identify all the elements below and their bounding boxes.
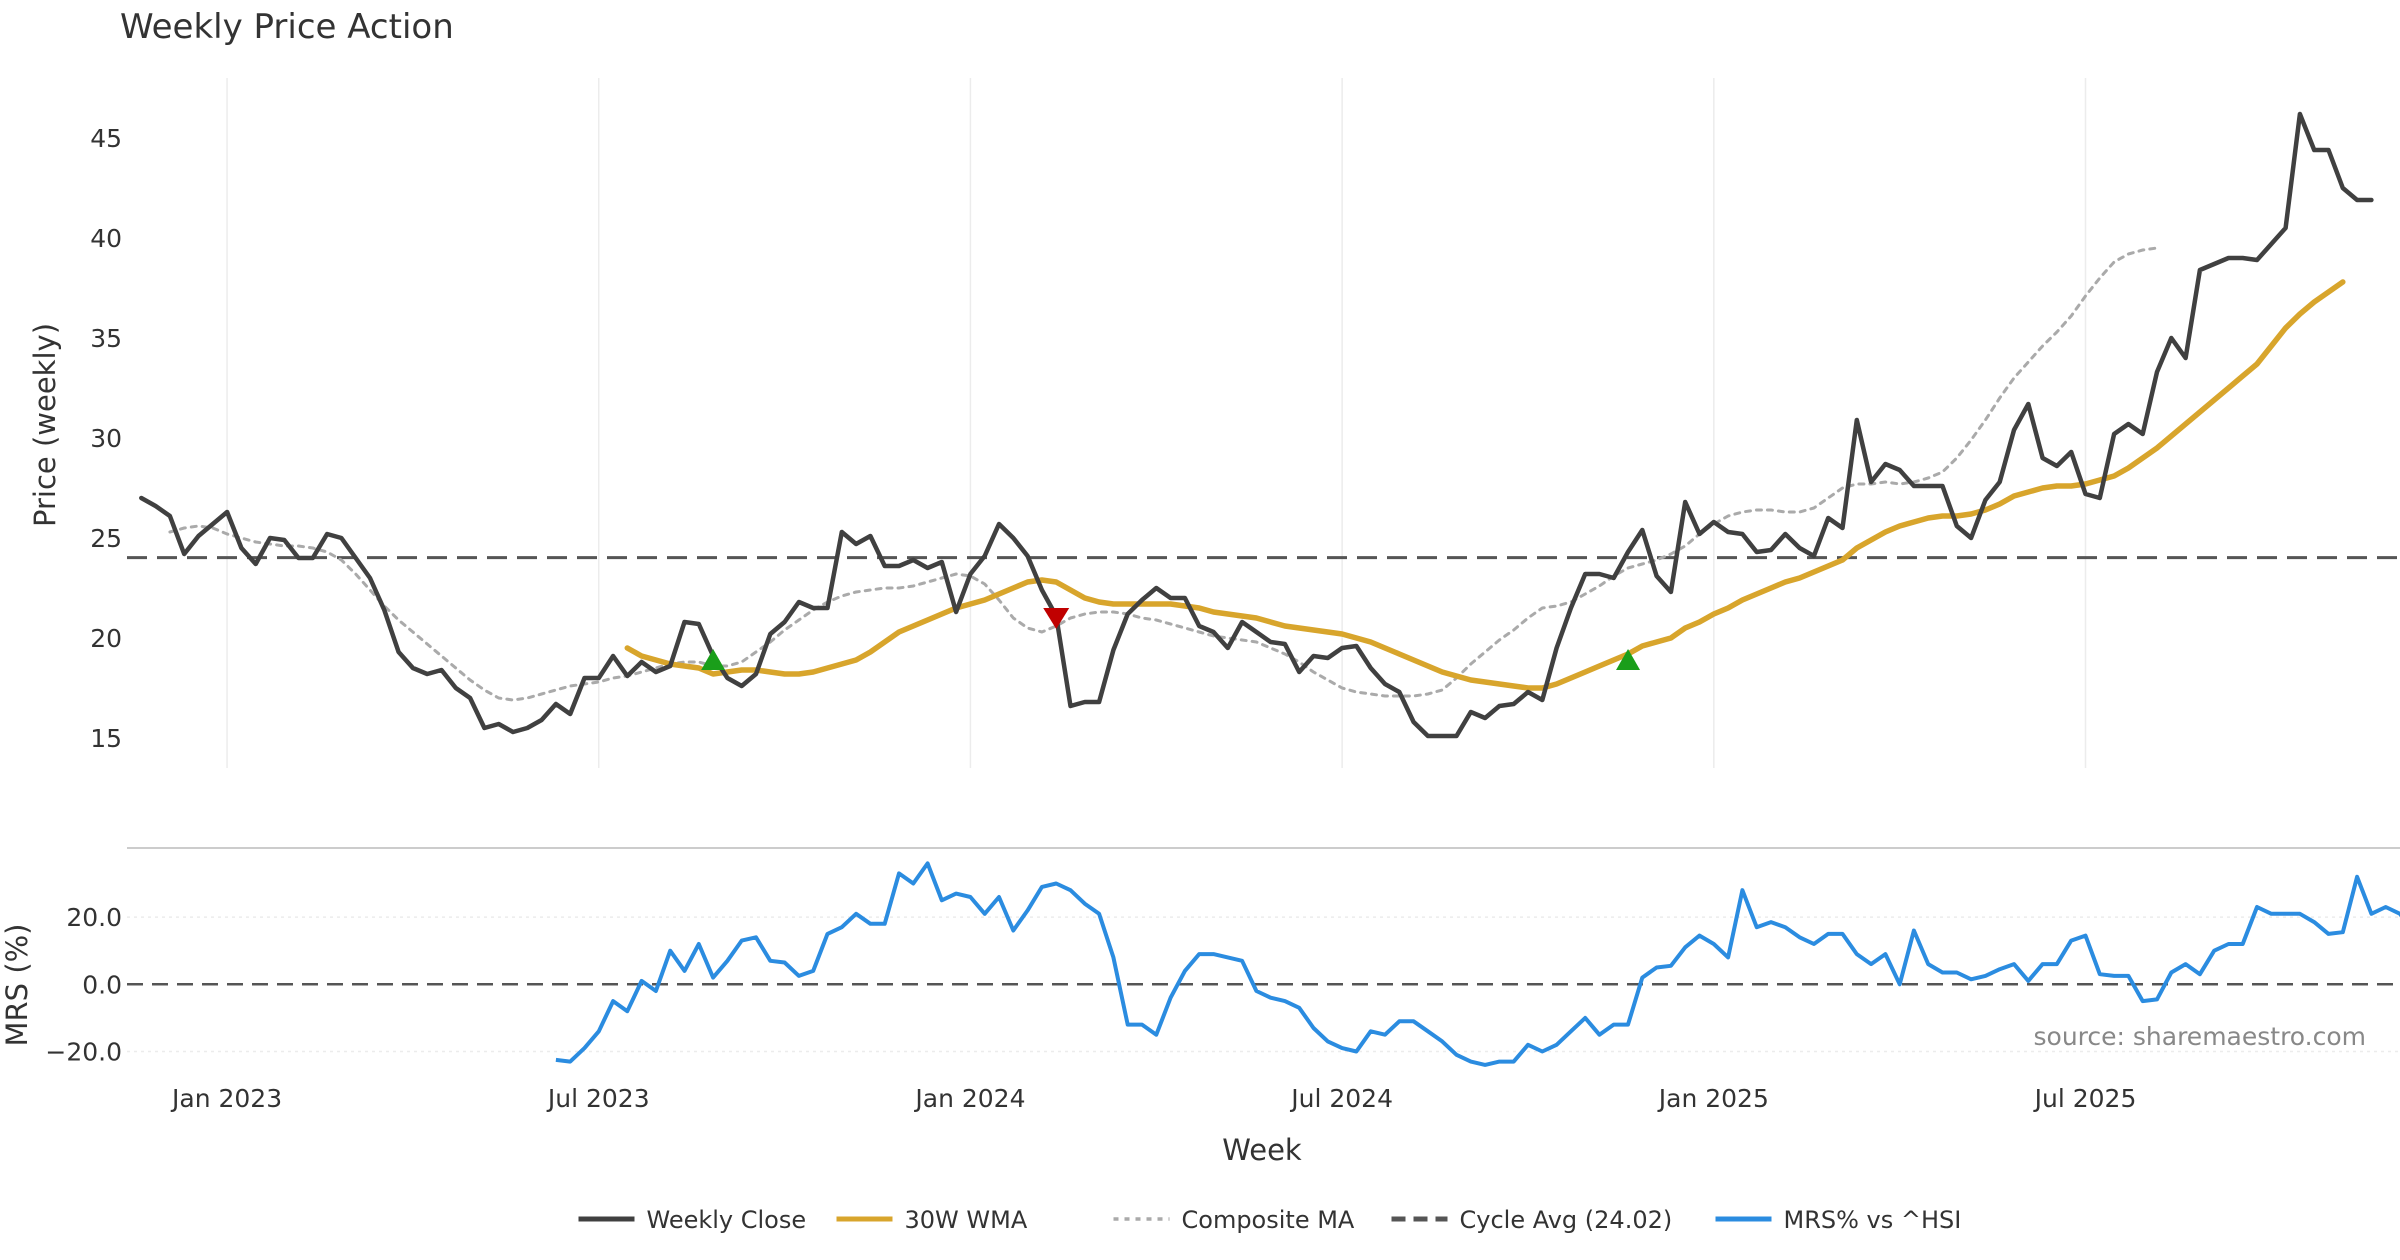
price-series [139, 111, 2374, 739]
price-panel: 15 20 25 30 35 40 45 Price (weekly) [28, 78, 2400, 768]
legend-label: Weekly Close [647, 1206, 807, 1234]
legend-label: Cycle Avg (24.02) [1460, 1206, 1673, 1234]
legend-entry: 30W WMA [836, 1206, 1028, 1234]
x-tick-label: Jan 2023 [170, 1084, 282, 1113]
price-y-tick-label: 30 [90, 424, 122, 453]
mrs-series [555, 861, 2400, 1067]
series-line-30w-wma [624, 279, 2346, 691]
legend-label: MRS% vs ^HSI [1784, 1206, 1962, 1234]
mrs-gridlines [127, 916, 2400, 1053]
mrs-panel: −20.0 0.0 20.0 MRS (%) source: sharemaestr… [0, 861, 2400, 1067]
series-line-mrs [555, 861, 2400, 1067]
price-y-tick-label: 35 [90, 324, 122, 353]
buy-signal-marker [1616, 649, 1641, 670]
x-tick-label: Jul 2024 [1289, 1084, 1393, 1113]
price-y-ticks: 15 20 25 30 35 40 45 [90, 124, 122, 753]
x-tick-label: Jul 2025 [2033, 1084, 2137, 1113]
mrs-y-tick-label: −20.0 [45, 1037, 122, 1066]
legend-entry: Composite MA [1113, 1206, 1355, 1234]
legend-label: 30W WMA [905, 1206, 1028, 1234]
mrs-y-tick-label: 0.0 [82, 970, 122, 999]
price-y-tick-label: 40 [90, 224, 122, 253]
mrs-y-tick-label: 20.0 [66, 903, 122, 932]
legend-entry: Weekly Close [578, 1206, 807, 1234]
price-y-tick-label: 15 [90, 724, 122, 753]
chart-title: Weekly Price Action [120, 7, 454, 47]
price-y-tick-label: 25 [90, 524, 122, 553]
signal-markers [701, 608, 1641, 670]
legend: Weekly Close 30W WMA Composite MA Cycle Avg… [578, 1206, 1962, 1234]
x-ticks: Jan 2023 Jul 2023 Jan 2024 Jul 2024 Jan 2025… [170, 1084, 2136, 1113]
x-axis-label: Week [1222, 1133, 1302, 1167]
series-line-weekly-close [139, 111, 2374, 739]
source-note: source: sharemaestro.com [2034, 1022, 2367, 1051]
x-tick-label: Jan 2024 [913, 1084, 1025, 1113]
price-y-tick-label: 20 [90, 624, 122, 653]
price-y-tick-label: 45 [90, 124, 122, 153]
mrs-y-ticks: −20.0 0.0 20.0 [45, 903, 122, 1066]
legend-entry: Cycle Avg (24.02) [1391, 1206, 1673, 1234]
legend-entry: MRS% vs ^HSI [1715, 1206, 1962, 1234]
x-tick-label: Jan 2025 [1657, 1084, 1769, 1113]
price-y-axis-label: Price (weekly) [28, 323, 62, 527]
x-tick-label: Jul 2023 [546, 1084, 650, 1113]
buy-signal-marker [701, 649, 726, 670]
legend-label: Composite MA [1182, 1206, 1355, 1234]
mrs-y-axis-label: MRS (%) [0, 924, 34, 1047]
sell-signal-marker [1043, 608, 1070, 629]
series-line-composite-ma [168, 246, 2159, 702]
price-gridlines [226, 78, 2087, 768]
